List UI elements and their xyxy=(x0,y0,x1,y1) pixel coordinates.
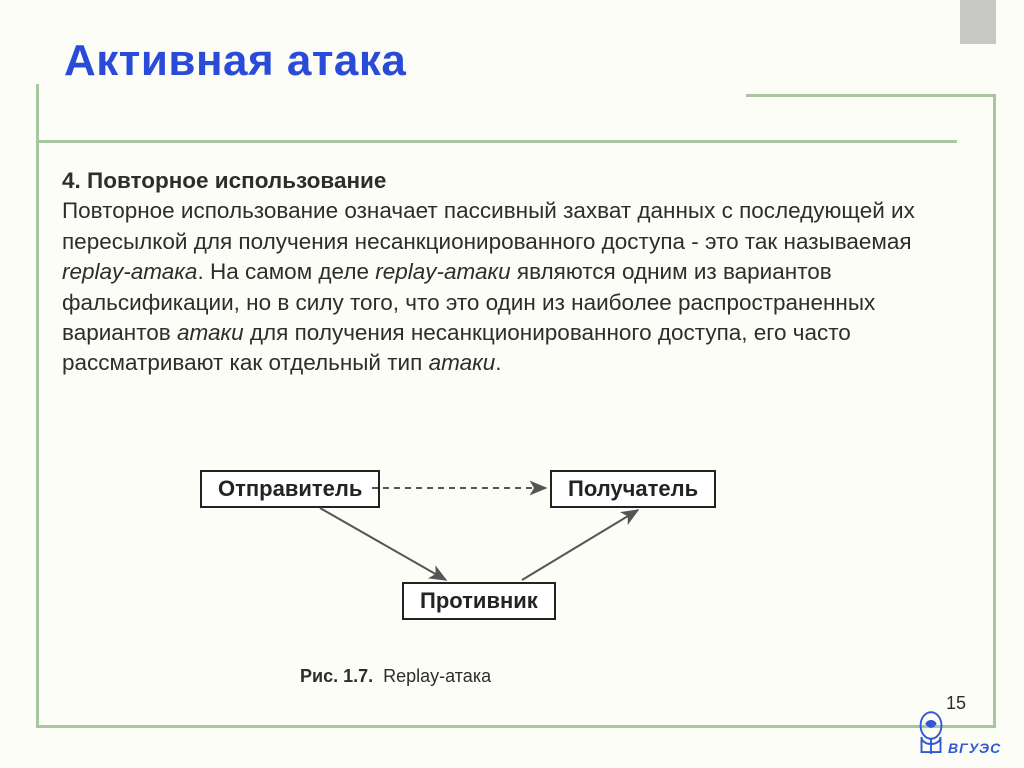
section-heading: Повторное использование xyxy=(87,168,386,193)
body-text: 4. Повторное использование Повторное исп… xyxy=(62,166,972,379)
slide-title: Активная атака xyxy=(64,36,406,86)
university-logo: ВГУЭС xyxy=(912,710,1008,760)
section-paragraph: Повторное использование означает пассивн… xyxy=(62,198,915,375)
title-underline xyxy=(39,140,957,143)
figure-caption-label: Рис. 1.7. xyxy=(300,666,373,686)
logo-text: ВГУЭС xyxy=(948,740,1001,756)
figure-caption: Рис. 1.7. Replay-атака xyxy=(300,666,491,687)
figure-caption-text: Replay-атака xyxy=(383,666,491,686)
diagram-arrows xyxy=(200,470,800,650)
section-number: 4. xyxy=(62,168,81,193)
logo-icon xyxy=(912,710,950,758)
replay-attack-diagram: Отправитель Получатель Противник xyxy=(200,470,800,660)
